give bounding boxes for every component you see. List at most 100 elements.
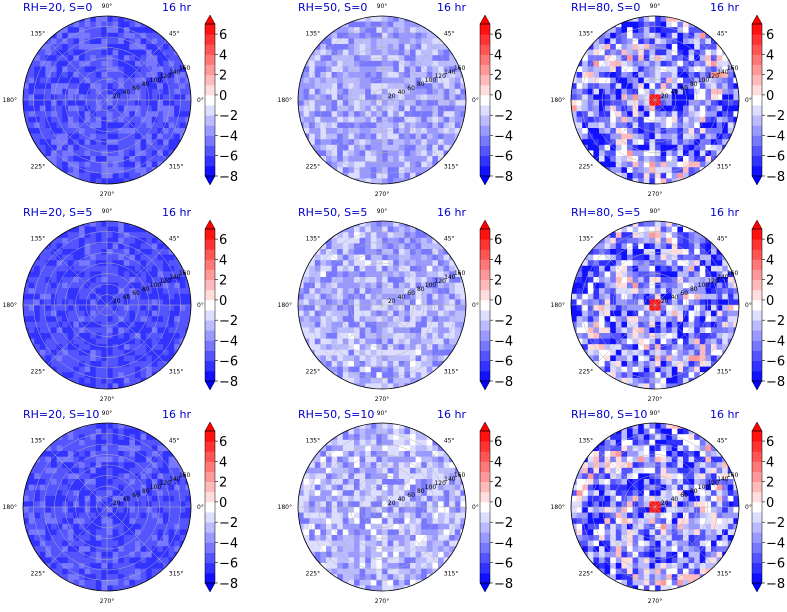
contour-cell xyxy=(28,271,35,278)
contour-cell xyxy=(610,111,617,118)
contour-cell xyxy=(711,144,718,151)
contour-cell xyxy=(426,299,433,306)
contour-cell xyxy=(443,133,450,140)
contour-cell xyxy=(705,277,712,284)
contour-cell xyxy=(415,156,422,163)
contour-cell xyxy=(582,355,589,362)
colorbar-band xyxy=(480,145,490,157)
contour-cell xyxy=(387,16,394,23)
contour-cell xyxy=(163,150,170,157)
contour-cell xyxy=(426,94,433,101)
contour-cell xyxy=(699,333,706,340)
contour-cell xyxy=(303,254,310,261)
contour-cell xyxy=(604,66,611,73)
contour-cell xyxy=(615,72,622,79)
contour-cell xyxy=(655,66,662,73)
contour-cell xyxy=(123,305,130,312)
contour-cell xyxy=(62,161,69,168)
contour-cell xyxy=(179,49,186,56)
angular-gridline xyxy=(322,40,383,101)
contour-cell xyxy=(79,260,86,267)
contour-cell xyxy=(359,265,366,272)
contour-cell xyxy=(410,72,417,79)
contour-cell xyxy=(599,116,606,123)
contour-cell xyxy=(354,243,361,250)
contour-cell xyxy=(582,344,589,351)
contour-cell xyxy=(643,349,650,356)
contour-cell xyxy=(146,243,153,250)
contour-cell xyxy=(314,305,321,312)
contour-cell xyxy=(84,156,91,163)
contour-cell xyxy=(387,144,394,151)
contour-cell xyxy=(337,355,344,362)
colorbar-tick-label: −2 xyxy=(766,109,785,124)
contour-cell xyxy=(604,243,611,250)
contour-cell xyxy=(309,88,316,95)
contour-cell xyxy=(382,221,389,228)
contour-cell xyxy=(638,94,645,101)
contour-cell xyxy=(643,27,650,34)
contour-cell xyxy=(660,32,667,39)
contour-cell xyxy=(638,349,645,356)
contour-cell xyxy=(90,21,97,28)
colorbar-band xyxy=(480,54,490,65)
radial-tick-label: 160 xyxy=(454,65,466,72)
contour-cell xyxy=(615,333,622,340)
contour-cell xyxy=(376,316,383,323)
contour-cell xyxy=(688,144,695,151)
contour-cell xyxy=(123,310,130,317)
contour-cell xyxy=(45,288,52,295)
contour-cell xyxy=(337,122,344,129)
contour-cell xyxy=(410,232,417,239)
contour-cell xyxy=(683,178,690,184)
contour-cell xyxy=(621,156,628,163)
contour-cell xyxy=(449,150,456,157)
contour-cell xyxy=(387,349,394,356)
contour-cell xyxy=(348,361,355,368)
contour-cell xyxy=(438,338,445,345)
contour-cell xyxy=(677,161,684,168)
contour-cell xyxy=(404,27,411,34)
contour-cell xyxy=(95,144,102,151)
contour-cell xyxy=(671,377,678,384)
contour-cell xyxy=(123,288,130,295)
contour-cell xyxy=(426,128,433,135)
contour-cell xyxy=(90,32,97,39)
contour-cell xyxy=(688,305,695,312)
radial-tick-label: 100 xyxy=(425,77,437,84)
contour-cell xyxy=(320,88,327,95)
contour-cell xyxy=(426,88,433,95)
contour-cell xyxy=(168,249,175,256)
contour-cell xyxy=(711,150,718,157)
contour-cell xyxy=(73,305,80,312)
contour-cell xyxy=(123,344,130,351)
contour-cell xyxy=(23,293,30,300)
contour-cell xyxy=(67,277,74,284)
contour-cell xyxy=(135,150,142,157)
contour-cell xyxy=(23,94,30,101)
contour-cell xyxy=(694,265,701,272)
colorbar-band xyxy=(480,249,490,260)
contour-cell xyxy=(146,254,153,261)
contour-cell xyxy=(432,321,439,328)
contour-cell xyxy=(101,38,108,45)
contour-cell xyxy=(365,243,372,250)
contour-cell xyxy=(683,66,690,73)
contour-cell xyxy=(426,344,433,351)
colorbar-band xyxy=(205,289,215,301)
contour-cell xyxy=(163,355,170,362)
contour-cell xyxy=(168,133,175,140)
contour-cell xyxy=(370,260,377,267)
contour-cell xyxy=(571,265,578,272)
contour-cell xyxy=(655,172,662,179)
contour-cell xyxy=(348,83,355,90)
contour-cell xyxy=(101,271,108,278)
contour-cell xyxy=(320,139,327,146)
contour-cell xyxy=(604,321,611,328)
contour-cell xyxy=(454,88,461,95)
contour-cell xyxy=(84,83,91,90)
contour-cell xyxy=(688,105,695,112)
contour-cell xyxy=(632,221,639,228)
contour-cell xyxy=(604,133,611,140)
contour-cell xyxy=(599,254,606,261)
